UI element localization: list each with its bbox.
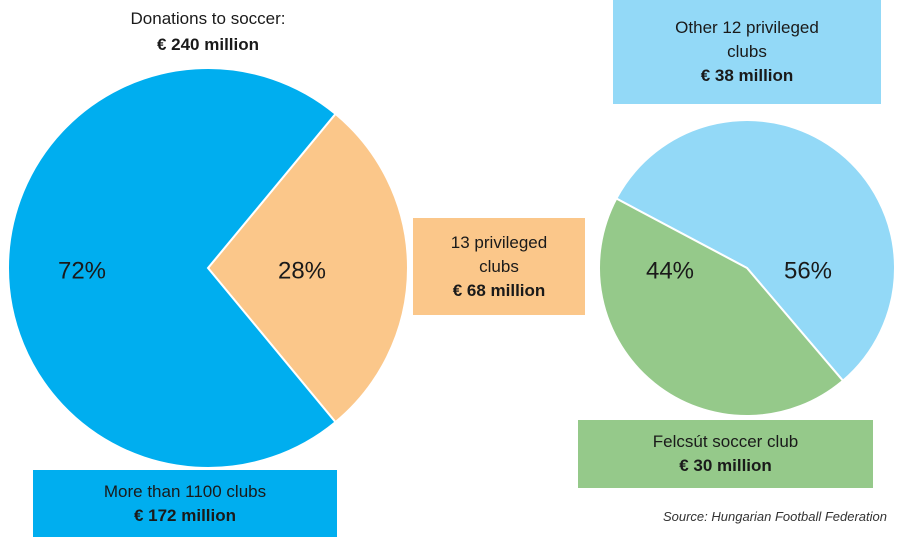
- pie-slice: [206, 112, 410, 424]
- amount-label: € 30 million: [679, 456, 772, 475]
- pie-slice: [598, 197, 845, 417]
- legend-box: Felcsút soccer club € 30 million: [578, 420, 873, 488]
- chart-title: Donations to soccer: € 240 million: [58, 6, 358, 58]
- category-label: More than 1100 clubs: [103, 481, 267, 501]
- value-label: 72%: [58, 257, 106, 284]
- amount-label: € 38 million: [700, 66, 794, 85]
- title: Donations to soccer:: [130, 9, 286, 28]
- pie-slice: [7, 67, 337, 469]
- value-label: 56%: [784, 257, 832, 284]
- category-label: Felcsút soccer club: [652, 432, 799, 451]
- amount-label: € 172 million: [133, 505, 237, 525]
- value-label: 44%: [646, 257, 694, 284]
- legend-box: Other 12 privileged clubs € 38 million: [613, 0, 881, 104]
- category-label: Other 12 privileged clubs: [675, 18, 819, 61]
- legend-box: More than 1100 clubs € 172 million: [33, 470, 337, 537]
- legend-box: 13 privileged clubs € 68 million: [413, 218, 585, 315]
- source: Source: Hungarian Football Federation: [662, 509, 887, 524]
- subtitle: € 240 million: [156, 35, 260, 54]
- pie-slice: [614, 119, 896, 383]
- category-label: 13 privileged clubs: [450, 232, 548, 276]
- amount-label: € 68 million: [452, 280, 546, 300]
- value-label: 28%: [278, 257, 326, 284]
